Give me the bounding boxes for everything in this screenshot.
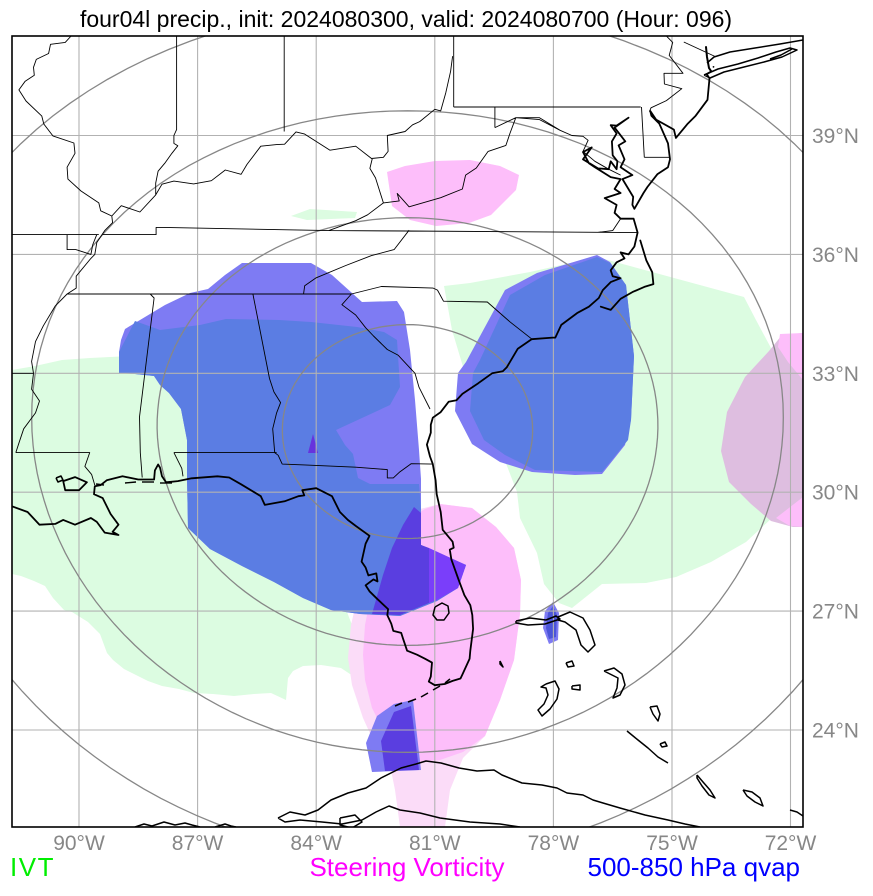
svg-text:IVT: IVT: [10, 852, 55, 882]
svg-text:30°N: 30°N: [812, 482, 859, 505]
svg-text:36°N: 36°N: [812, 244, 859, 267]
svg-text:87°W: 87°W: [172, 832, 224, 855]
svg-text:24°N: 24°N: [812, 720, 859, 743]
svg-text:Steering Vorticity: Steering Vorticity: [309, 852, 504, 882]
svg-text:75°W: 75°W: [646, 832, 698, 855]
svg-text:39°N: 39°N: [812, 125, 859, 148]
svg-text:27°N: 27°N: [812, 601, 859, 624]
svg-text:four04l precip., init: 2024080: four04l precip., init: 2024080300, valid…: [80, 6, 732, 32]
svg-text:33°N: 33°N: [812, 363, 859, 386]
svg-text:500-850 hPa qvap: 500-850 hPa qvap: [587, 852, 800, 882]
svg-text:72°W: 72°W: [765, 832, 817, 855]
svg-text:81°W: 81°W: [409, 832, 461, 855]
svg-text:84°W: 84°W: [290, 832, 342, 855]
svg-text:78°W: 78°W: [528, 832, 580, 855]
svg-text:90°W: 90°W: [53, 832, 105, 855]
